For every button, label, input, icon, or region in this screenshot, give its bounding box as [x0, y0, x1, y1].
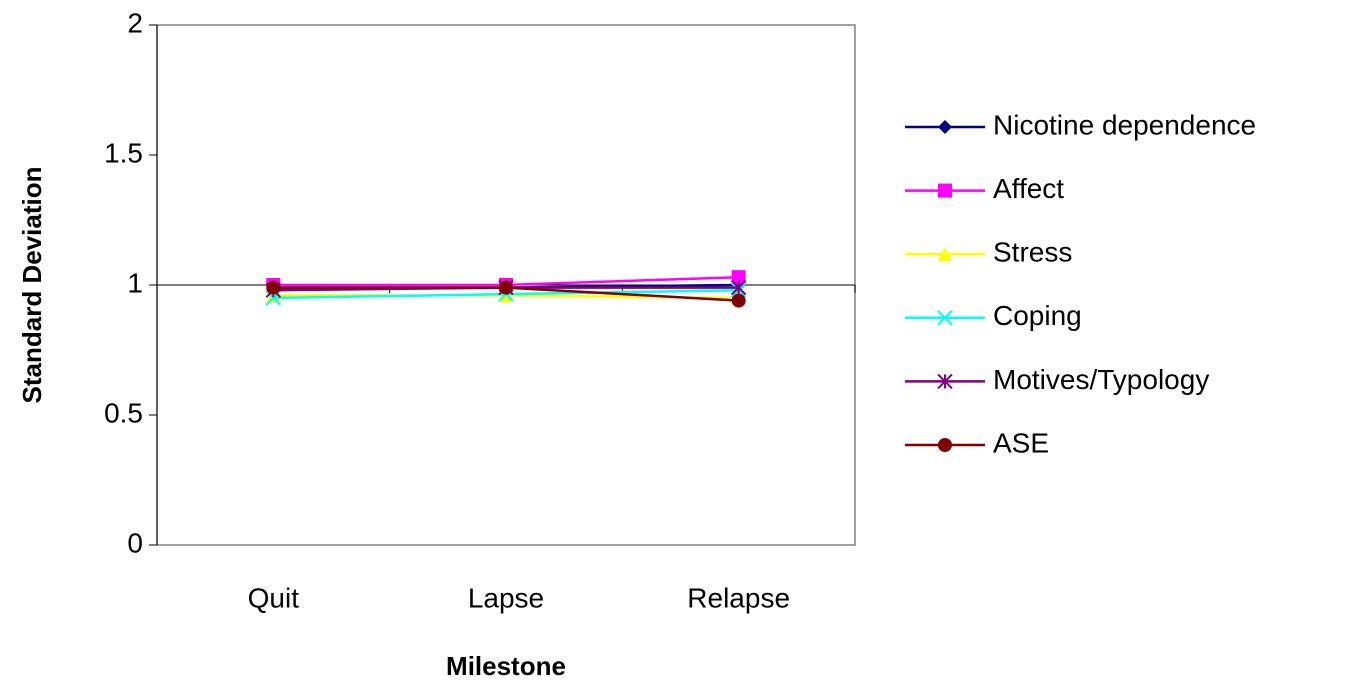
- marker-shape: [938, 120, 952, 134]
- legend-label: Coping: [993, 300, 1082, 331]
- marker-shape: [499, 280, 513, 295]
- marker-shape: [938, 438, 952, 452]
- data-point: [730, 279, 747, 296]
- y-tick-label: 0.5: [104, 397, 143, 428]
- marker-shape: [731, 270, 746, 285]
- data-point: [265, 290, 282, 306]
- legend-label: Affect: [993, 173, 1064, 204]
- y-tick-label: 1.5: [104, 137, 143, 168]
- x-tick-label: Lapse: [468, 582, 544, 613]
- y-tick-label: 0: [127, 527, 143, 558]
- x-axis-title: Milestone: [446, 651, 566, 681]
- y-tick-label: 2: [127, 7, 143, 38]
- data-point: [731, 270, 746, 285]
- marker-shape: [938, 247, 952, 262]
- legend-label: Nicotine dependence: [993, 109, 1256, 140]
- legend-marker: [938, 247, 952, 262]
- legend-label: Motives/Typology: [993, 364, 1209, 395]
- x-tick-label: Quit: [248, 582, 300, 613]
- legend-marker: [938, 438, 952, 452]
- marker-shape: [731, 293, 746, 308]
- legend-label: Stress: [993, 237, 1072, 268]
- marker-shape: [730, 279, 747, 296]
- marker-shape: [265, 290, 282, 306]
- marker-shape: [938, 183, 952, 198]
- legend-marker: [937, 373, 953, 390]
- legend-marker: [938, 183, 952, 198]
- y-tick-label: 1: [127, 267, 143, 298]
- data-point: [499, 280, 513, 295]
- data-point: [266, 280, 281, 295]
- legend-label: ASE: [993, 427, 1049, 458]
- data-point: [731, 293, 746, 308]
- x-tick-label: Relapse: [687, 582, 790, 613]
- y-axis-title: Standard Deviation: [17, 167, 47, 404]
- marker-shape: [937, 373, 953, 390]
- legend-marker: [938, 120, 952, 134]
- marker-shape: [937, 310, 953, 326]
- legend-marker: [937, 310, 953, 326]
- marker-shape: [266, 280, 281, 295]
